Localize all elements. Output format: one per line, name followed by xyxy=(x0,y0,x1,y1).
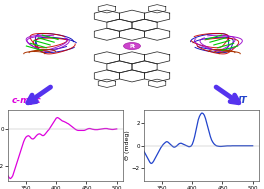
Y-axis label: Θ (mdeg): Θ (mdeg) xyxy=(125,131,130,160)
Text: Pt: Pt xyxy=(129,43,135,49)
Circle shape xyxy=(124,43,140,50)
Text: c-myc: c-myc xyxy=(12,96,41,105)
Text: HT: HT xyxy=(233,96,247,105)
